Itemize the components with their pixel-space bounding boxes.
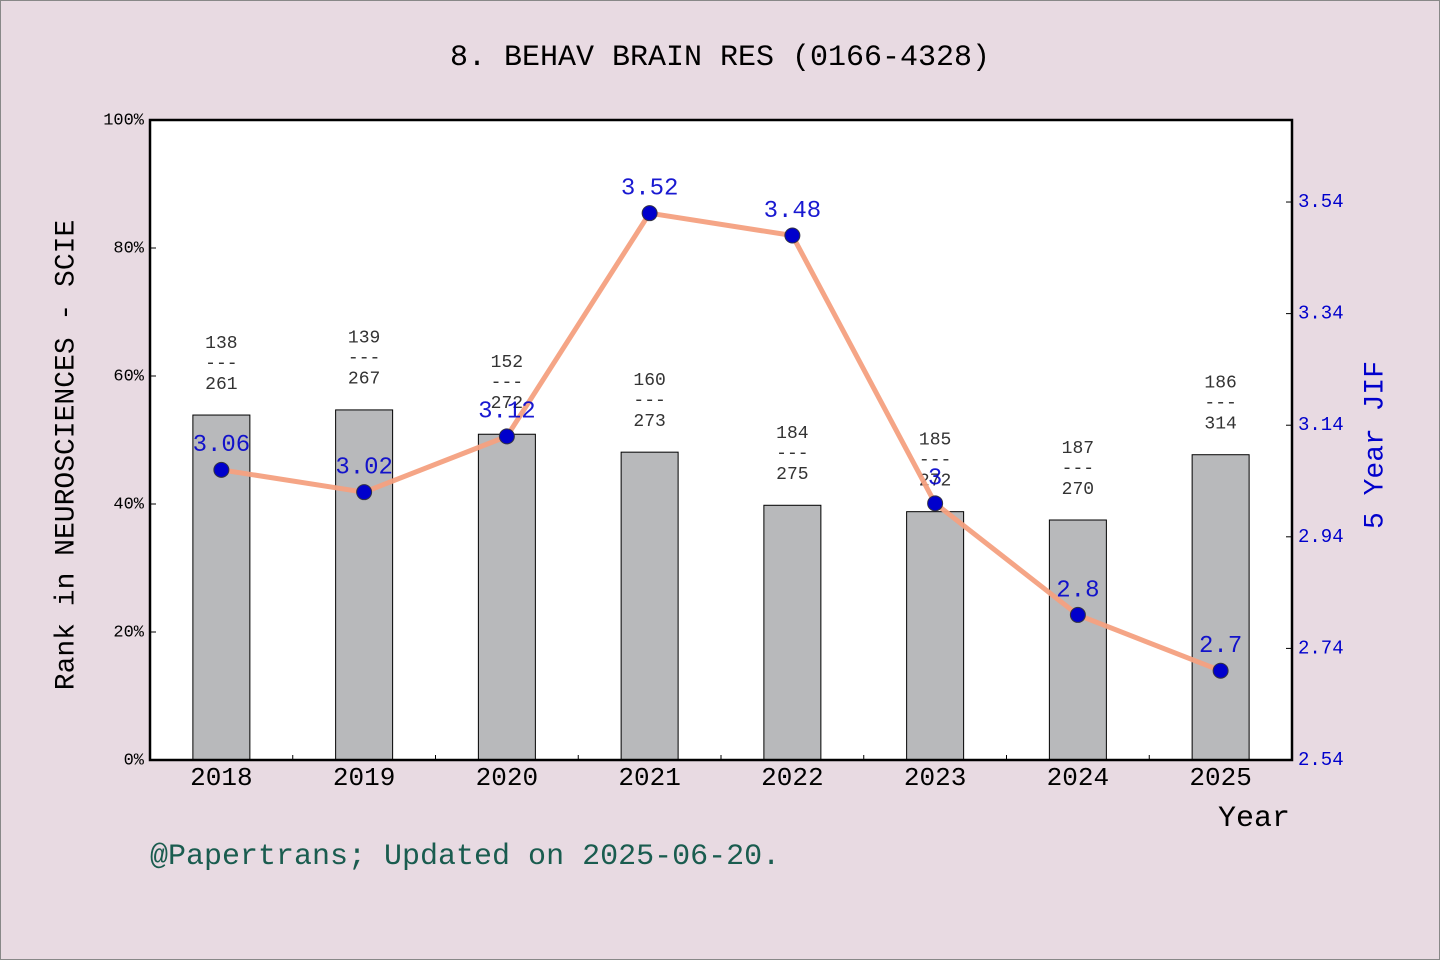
rank-label: 187 <box>1062 439 1094 459</box>
marker <box>356 484 373 501</box>
y-tick-label: 60% <box>113 367 144 386</box>
y2-tick-label: 3.54 <box>1298 191 1344 213</box>
x-tick-label: 2023 <box>904 763 966 793</box>
rank-separator: --- <box>491 373 523 393</box>
value-label: 3 <box>928 466 942 493</box>
x-tick-label: 2018 <box>190 763 252 793</box>
x-tick-label: 2024 <box>1047 763 1109 793</box>
rank-label: 138 <box>205 334 237 354</box>
rank-separator: --- <box>1062 459 1094 479</box>
bar <box>335 409 394 761</box>
value-label: 2.8 <box>1056 577 1099 604</box>
y2-axis-title: 5 Year JIF <box>1360 361 1391 529</box>
chart-title: 8. BEHAV BRAIN RES (0166-4328) <box>450 41 990 75</box>
rank-separator: --- <box>633 391 665 411</box>
y-tick-label: 20% <box>113 623 144 642</box>
plot-area <box>150 120 1292 760</box>
bar <box>763 504 822 761</box>
y2-tick-label: 2.94 <box>1298 526 1344 548</box>
value-label: 3.48 <box>764 198 822 225</box>
rank-separator: --- <box>348 349 380 369</box>
marker <box>1069 606 1086 623</box>
total-label: 261 <box>205 375 237 395</box>
plot-frame <box>148 118 1294 762</box>
value-label: 3.12 <box>478 399 536 426</box>
x-axis-title: Year <box>1218 802 1290 836</box>
bar <box>1048 519 1107 761</box>
rank-label: 139 <box>348 329 380 349</box>
bar <box>906 511 965 761</box>
marker <box>498 428 515 445</box>
line <box>220 210 1222 674</box>
marker <box>784 227 801 244</box>
x-tick-label: 2019 <box>333 763 395 793</box>
rank-label: 184 <box>776 424 808 444</box>
rank-separator: --- <box>1204 393 1236 413</box>
rank-separator: --- <box>919 450 951 470</box>
total-label: 272 <box>491 394 523 414</box>
rank-separator: --- <box>776 444 808 464</box>
value-label: 3.52 <box>621 176 679 203</box>
x-tick-label: 2025 <box>1189 763 1251 793</box>
rank-separator: --- <box>205 354 237 374</box>
y-tick-label: 100% <box>103 111 145 130</box>
x-tick-label: 2022 <box>761 763 823 793</box>
rank-label: 160 <box>633 371 665 391</box>
marker <box>927 495 944 512</box>
y-axis-title: Rank in NEUROSCIENCES - SCIE <box>51 220 82 690</box>
y-tick-label: 80% <box>113 239 144 258</box>
value-label: 3.06 <box>193 432 251 459</box>
rank-label: 185 <box>919 430 951 450</box>
total-label: 267 <box>348 370 380 390</box>
bar <box>1191 454 1250 761</box>
marker <box>213 461 230 478</box>
value-label: 3.02 <box>335 455 393 482</box>
footer: @Papertrans; Updated on 2025-06-20. <box>150 840 780 874</box>
total-label: 275 <box>776 465 808 485</box>
y-tick-label: 40% <box>113 495 144 514</box>
value-label: 2.7 <box>1199 633 1242 660</box>
total-label: 314 <box>1204 414 1236 434</box>
rank-label: 186 <box>1204 373 1236 393</box>
total-label: 270 <box>1062 480 1094 500</box>
total-label: 273 <box>633 412 665 432</box>
x-tick-label: 2020 <box>476 763 538 793</box>
y2-tick-label: 2.54 <box>1298 749 1344 771</box>
marker <box>641 205 658 222</box>
y2-tick-label: 3.34 <box>1298 303 1344 325</box>
y2-tick-label: 2.74 <box>1298 637 1344 659</box>
x-tick-label: 2021 <box>618 763 680 793</box>
rank-label: 152 <box>491 353 523 373</box>
marker <box>1212 662 1229 679</box>
bar <box>477 433 536 761</box>
y-tick-label: 0% <box>124 751 145 770</box>
y2-tick-label: 3.14 <box>1298 414 1344 436</box>
bar <box>620 451 679 761</box>
